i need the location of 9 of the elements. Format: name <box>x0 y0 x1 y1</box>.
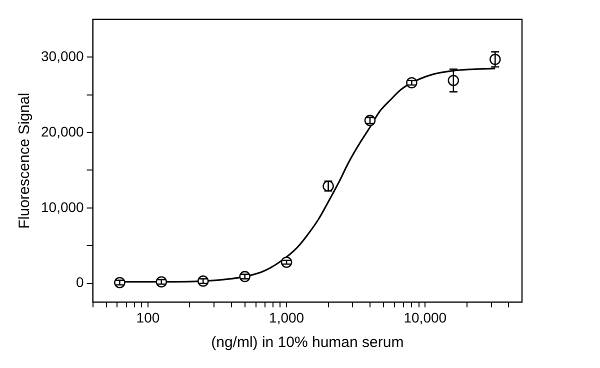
y-tick-label: 0 <box>76 274 84 290</box>
y-axis-title: Fluorescence Signal <box>16 92 34 229</box>
x-tick-label: 1,000 <box>269 309 304 326</box>
x-tick-label: 100 <box>136 309 160 326</box>
y-tick-label: 30,000 <box>40 48 84 64</box>
x-tick-label: 10,000 <box>404 309 447 326</box>
y-tick-label: 10,000 <box>40 198 84 215</box>
x-axis-title: (ng/ml) in 10% human serum <box>211 334 404 352</box>
y-tick-label: 20,000 <box>40 123 84 140</box>
